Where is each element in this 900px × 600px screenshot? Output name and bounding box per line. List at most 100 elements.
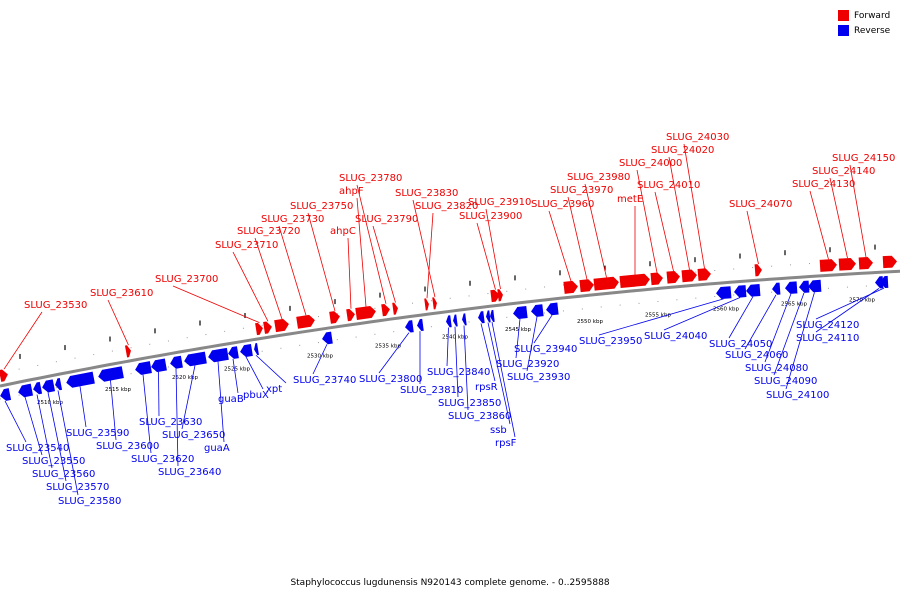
- reverse-gene-arrow: [462, 313, 467, 326]
- reverse-gene-label: SLUG_23580: [58, 496, 121, 507]
- reverse-gene-arrow: [808, 279, 822, 293]
- reverse-gene-label: guaB: [218, 394, 244, 405]
- reverse-gene-arrow: [513, 306, 528, 319]
- reverse-gene-arrow: [254, 342, 259, 356]
- forward-track-guide: [0, 257, 900, 374]
- backbone-line: [0, 269, 900, 388]
- forward-gene-arrow: [329, 311, 340, 324]
- reverse-gene-leader: [24, 396, 43, 456]
- forward-gene-leader: [668, 156, 690, 270]
- reverse-gene-arrow: [486, 310, 491, 323]
- forward-gene-leader: [849, 164, 867, 258]
- reverse-gene-arrow: [66, 371, 95, 388]
- reverse-gene-leader: [463, 325, 469, 411]
- reverse-gene-leader: [232, 358, 239, 394]
- forward-gene-label: SLUG_23750: [290, 201, 353, 212]
- scale-label: 2515 kbp: [105, 387, 131, 393]
- reverse-gene-arrow: [98, 366, 124, 382]
- forward-gene-leader: [278, 225, 307, 316]
- reverse-gene-leader: [663, 297, 741, 331]
- reverse-gene-leader: [773, 292, 805, 376]
- reverse-gene-leader: [57, 390, 79, 496]
- reverse-gene-leader: [36, 394, 53, 469]
- forward-gene-label: SLUG_23830: [395, 188, 458, 199]
- scale-label: 2565 kbp: [781, 302, 807, 308]
- reverse-gene-leader: [728, 296, 754, 339]
- forward-gene-arrow: [263, 321, 272, 334]
- forward-gene-arrow: [579, 279, 594, 293]
- reverse-gene-leader: [110, 380, 117, 441]
- forward-gene-label: metE: [617, 194, 643, 205]
- reverse-gene-label: guaA: [204, 443, 230, 454]
- forward-gene-leader: [232, 251, 269, 322]
- forward-gene-leader: [584, 183, 607, 278]
- reverse-gene-leader: [181, 365, 196, 430]
- forward-gene-leader: [307, 212, 336, 312]
- reverse-gene-label: SLUG_23930: [507, 372, 570, 383]
- reverse-gene-arrow: [880, 275, 889, 289]
- forward-gene-leader: [347, 237, 352, 309]
- reverse-gene-leader: [245, 356, 264, 390]
- reverse-gene-arrow: [734, 285, 747, 298]
- reverse-gene-label: SLUG_23950: [579, 336, 642, 347]
- reverse-gene-leader: [142, 374, 152, 454]
- reverse-gene-label: SLUG_23620: [131, 454, 194, 465]
- forward-gene-leader: [636, 169, 658, 273]
- forward-gene-label: SLUG_24130: [792, 179, 855, 190]
- reverse-gene-label: SLUG_24120: [796, 320, 859, 331]
- reverse-gene-label: SLUG_24050: [709, 339, 772, 350]
- reverse-gene-arrow: [546, 302, 559, 316]
- reverse-gene-arrow: [42, 379, 56, 393]
- scale-label: 2520 kbp: [172, 375, 198, 381]
- scale-label: 2555 kbp: [645, 312, 671, 318]
- forward-gene-arrow: [0, 369, 8, 382]
- forward-gene-leader: [3, 311, 43, 370]
- forward-gene-label: SLUG_24140: [812, 166, 875, 177]
- forward-gene-arrow: [619, 273, 650, 289]
- forward-gene-arrow: [274, 318, 289, 333]
- reverse-gene-label: SLUG_23560: [32, 469, 95, 480]
- forward-gene-leader: [567, 196, 588, 280]
- forward-gene-arrow: [681, 269, 697, 283]
- reverse-gene-arrow: [716, 286, 732, 300]
- forward-swatch-icon: [838, 10, 849, 21]
- forward-gene-label: SLUG_24070: [729, 199, 792, 210]
- reverse-gene-label: SLUG_23630: [139, 417, 202, 428]
- forward-gene-leader: [476, 222, 496, 290]
- reverse-gene-label: SLUG_23860: [448, 411, 511, 422]
- forward-gene-arrow: [838, 257, 856, 271]
- reverse-gene-leader: [47, 392, 67, 482]
- reverse-gene-label: SLUG_23800: [359, 374, 422, 385]
- reverse-gene-leader: [487, 322, 511, 425]
- reverse-swatch-icon: [838, 25, 849, 36]
- forward-gene-leader: [372, 225, 396, 303]
- forward-gene-leader: [426, 212, 434, 299]
- scale-label: 2560 kbp: [713, 307, 739, 313]
- reverse-gene-arrow: [799, 280, 810, 293]
- forward-gene-arrow: [593, 276, 619, 291]
- forward-gene-arrow: [563, 280, 578, 294]
- forward-gene-leader: [254, 237, 283, 320]
- reverse-gene-leader: [764, 293, 792, 363]
- forward-gene-label: SLUG_23700: [155, 274, 218, 285]
- reverse-gene-leader: [175, 368, 179, 467]
- forward-gene-arrow: [355, 305, 376, 320]
- reverse-gene-label: rpsF: [495, 438, 517, 449]
- forward-gene-label: SLUG_23610: [90, 288, 153, 299]
- reverse-gene-arrow: [405, 320, 414, 333]
- reverse-gene-arrow: [18, 383, 34, 398]
- reverse-gene-arrow: [875, 276, 884, 289]
- forward-gene-leader: [829, 177, 848, 259]
- reverse-gene-leader: [158, 371, 160, 417]
- forward-gene-label: ahpF: [339, 186, 364, 197]
- forward-gene-label: SLUG_23910: [468, 197, 531, 208]
- forward-gene-arrow: [124, 345, 131, 358]
- forward-gene-arrow: [754, 264, 762, 277]
- forward-gene-label: SLUG_24030: [666, 132, 729, 143]
- forward-gene-arrow: [432, 297, 437, 310]
- reverse-gene-arrow: [151, 358, 167, 373]
- reverse-gene-label: pbuX: [243, 390, 269, 401]
- forward-gene-label: SLUG_23820: [415, 201, 478, 212]
- forward-gene-arrow: [392, 302, 398, 315]
- scale-label: 2535 kbp: [375, 344, 401, 350]
